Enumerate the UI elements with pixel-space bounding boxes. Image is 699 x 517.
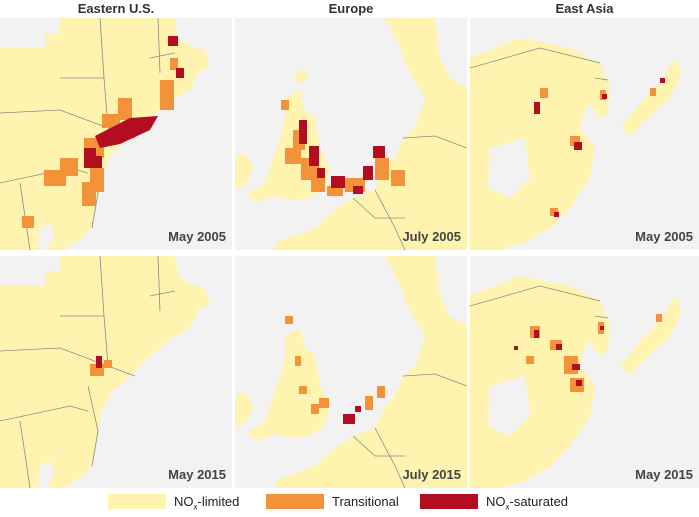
country-borders <box>470 285 609 319</box>
panel-label-eu-2015: July 2015 <box>402 467 461 482</box>
scottish-isles <box>295 68 307 84</box>
saturated-cells <box>514 326 604 386</box>
map-panel-europe-2015: July 2015 <box>235 256 467 488</box>
saturated-cells <box>96 356 102 368</box>
panel-label-us-2005: May 2005 <box>168 229 226 244</box>
saturated-cells <box>84 36 184 168</box>
map-panel-east-asia-2005: May 2005 <box>470 18 699 250</box>
map-europe-2015 <box>235 256 467 488</box>
japan <box>620 296 682 374</box>
legend-swatch-nox-saturated <box>420 494 478 509</box>
column-title-eastern-us: Eastern U.S. <box>77 1 155 16</box>
column-title-east-asia: East Asia <box>555 1 614 16</box>
country-borders <box>352 373 467 488</box>
china-land <box>470 276 610 488</box>
legend-swatch-transitional <box>266 494 324 509</box>
continent <box>275 256 467 488</box>
map-east-asia-2005 <box>470 18 699 250</box>
saturated-cells <box>299 120 385 194</box>
panel-label-us-2015: May 2015 <box>168 467 226 482</box>
chesapeake-bay <box>38 223 55 250</box>
chesapeake-bay <box>38 461 55 488</box>
land-noxlimited <box>0 256 210 488</box>
legend-label-nox-limited: NOx-limited <box>174 494 240 512</box>
state-borders <box>0 256 176 488</box>
ireland <box>235 153 253 188</box>
country-borders <box>470 47 609 81</box>
no-data-interior <box>488 376 530 436</box>
saturated-cells <box>343 406 361 424</box>
map-panel-europe-2005: July 2005 <box>235 18 467 250</box>
saturated-cells <box>534 78 665 217</box>
japan <box>620 58 682 136</box>
map-eastern-us-2005 <box>0 18 232 250</box>
legend-swatch-nox-limited <box>108 494 166 509</box>
no-data-interior <box>488 138 530 198</box>
korea <box>592 316 610 356</box>
legend-label-nox-saturated: NOx-saturated <box>486 494 569 512</box>
map-panel-east-asia-2015: May 2015 <box>470 256 699 488</box>
transitional-cells <box>285 316 385 414</box>
legend: NOx-limited Transitional NOx-saturated <box>0 492 699 512</box>
map-eastern-us-2015 <box>0 256 232 488</box>
country-borders <box>352 135 467 250</box>
china-land <box>470 38 610 250</box>
map-panel-eastern-us-2005: May 2005 <box>0 18 232 250</box>
map-europe-2005 <box>235 18 467 250</box>
great-britain <box>247 328 330 441</box>
panel-label-asia-2015: May 2015 <box>635 467 693 482</box>
column-title-europe: Europe <box>328 1 374 16</box>
panel-label-eu-2005: July 2005 <box>402 229 461 244</box>
panel-label-asia-2005: May 2005 <box>635 229 693 244</box>
continent <box>275 18 467 250</box>
map-east-asia-2015 <box>470 256 699 488</box>
ireland <box>235 391 253 426</box>
legend-label-transitional: Transitional <box>332 494 399 509</box>
map-panel-eastern-us-2015: May 2015 <box>0 256 232 488</box>
